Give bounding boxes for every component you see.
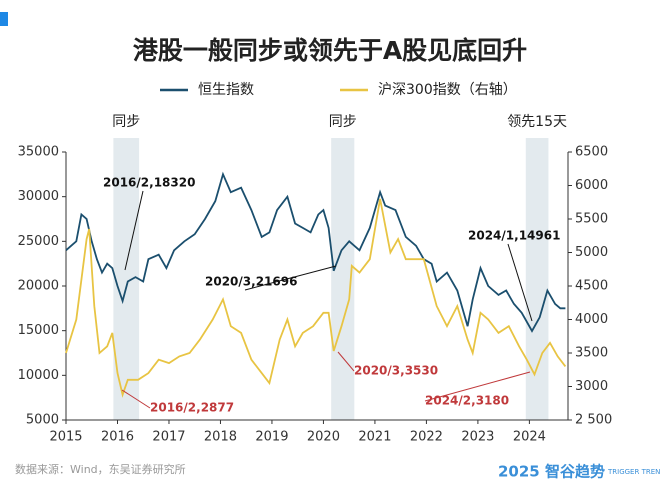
x-tick-label: 2020	[307, 430, 340, 445]
annotation: 2020/3,21696	[205, 275, 297, 289]
logo: 2025 智谷趋势	[498, 463, 605, 481]
y2-tick-label: 3000	[575, 379, 608, 394]
logo-sub: TRIGGER TREND	[607, 468, 660, 476]
y-tick-label: 20000	[18, 279, 59, 294]
annotation-arrow	[507, 243, 533, 322]
x-tick-label: 2023	[461, 430, 494, 445]
x-tick-label: 2022	[410, 430, 443, 445]
corner-mark	[0, 12, 8, 26]
chart-title: 港股一般同步或领先于A股见底回升	[133, 36, 527, 65]
annotation-arrow	[337, 351, 355, 372]
legend-label: 沪深300指数（右轴）	[378, 82, 517, 98]
x-tick-label: 2019	[255, 430, 288, 445]
band-label: 同步	[112, 114, 140, 130]
series-line	[65, 198, 567, 398]
y-tick-label: 30000	[18, 189, 59, 204]
annotation: 2020/3,3530	[354, 364, 438, 378]
y2-tick-label: 5500	[575, 212, 608, 227]
y-tick-label: 15000	[18, 323, 59, 338]
y2-tick-label: 5000	[575, 245, 608, 260]
y-tick-label: 25000	[18, 234, 59, 249]
band	[331, 138, 355, 420]
annotation: 2016/2,18320	[103, 176, 195, 190]
x-tick-label: 2017	[152, 430, 185, 445]
y-tick-label: 35000	[18, 145, 59, 160]
x-tick-label: 2018	[204, 430, 237, 445]
source: 数据来源：Wind，东吴证券研究所	[15, 462, 186, 476]
band-label: 领先15天	[507, 114, 567, 130]
y2-tick-label: 2 500	[575, 413, 612, 428]
x-tick-label: 2024	[513, 430, 546, 445]
band-label: 同步	[329, 114, 357, 130]
annotation: 2024/2,3180	[425, 394, 509, 408]
y2-tick-label: 3500	[575, 346, 608, 361]
annotation-arrow	[424, 371, 531, 402]
y2-tick-label: 4000	[575, 312, 608, 327]
annotation-arrow	[244, 265, 337, 291]
y2-tick-label: 4500	[575, 279, 608, 294]
x-tick-label: 2015	[49, 430, 82, 445]
y-tick-label: 5000	[26, 413, 59, 428]
band	[525, 138, 549, 420]
x-tick-label: 2021	[358, 430, 391, 445]
series-line	[65, 171, 566, 333]
y2-tick-label: 6500	[575, 145, 608, 160]
annotation-arrow	[121, 389, 151, 409]
legend-label: 恒生指数	[198, 82, 254, 98]
annotation: 2024/1,14961	[468, 229, 560, 243]
annotation: 2016/2,2877	[150, 401, 234, 415]
y-tick-label: 10000	[18, 368, 59, 383]
annotation-arrow	[124, 190, 144, 271]
x-tick-label: 2016	[101, 430, 134, 445]
y2-tick-label: 6000	[575, 178, 608, 193]
